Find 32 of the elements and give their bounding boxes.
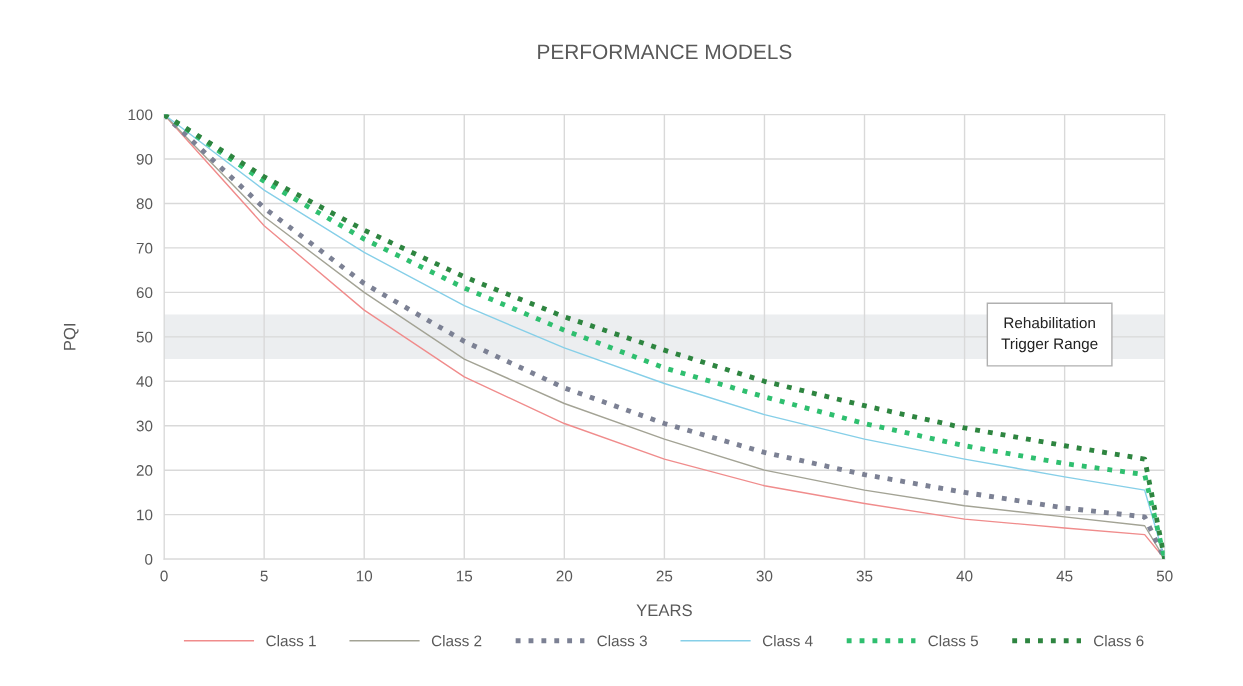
- x-tick-label: 35: [856, 570, 873, 582]
- legend-label: Class 6: [1093, 635, 1144, 647]
- y-tick-label: 10: [137, 509, 153, 521]
- y-tick-label: 50: [136, 331, 153, 343]
- y-tick-label: 90: [136, 153, 153, 165]
- chart-title: PERFORMANCE MODELS: [538, 44, 792, 60]
- x-tick-label: 45: [1056, 570, 1073, 582]
- y-tick-label: 80: [136, 198, 153, 210]
- x-axis-title: YEARS: [636, 604, 692, 617]
- x-tick-label: 40: [956, 570, 973, 582]
- legend-label: Class 3: [597, 635, 647, 647]
- x-tick-label: 5: [260, 570, 268, 582]
- y-tick-label: 70: [136, 242, 153, 254]
- legend-label: Class 4: [762, 635, 813, 647]
- x-tick-label: 30: [756, 570, 773, 582]
- y-tick-label: 20: [136, 465, 153, 476]
- x-tick-label: 0: [160, 570, 168, 582]
- band-label: Rehabilitation Trigger Range: [1001, 317, 1098, 353]
- y-tick-label: 0: [145, 553, 153, 565]
- x-tick-label: 25: [656, 570, 673, 582]
- y-axis-title: PQI: [63, 324, 79, 350]
- legend-label: Class 5: [928, 635, 978, 647]
- x-tick-label: 20: [556, 570, 573, 582]
- y-tick-label: 30: [136, 420, 153, 432]
- legend-label: Class 2: [431, 635, 482, 647]
- x-tick-label: 15: [456, 570, 473, 582]
- y-tick-label: 40: [136, 376, 153, 387]
- y-tick-label: 60: [136, 287, 153, 299]
- x-tick-label: 50: [1156, 570, 1173, 582]
- x-tick-label: 10: [356, 570, 373, 582]
- y-tick-label: 100: [128, 109, 153, 121]
- legend-label: Class 1: [266, 635, 316, 647]
